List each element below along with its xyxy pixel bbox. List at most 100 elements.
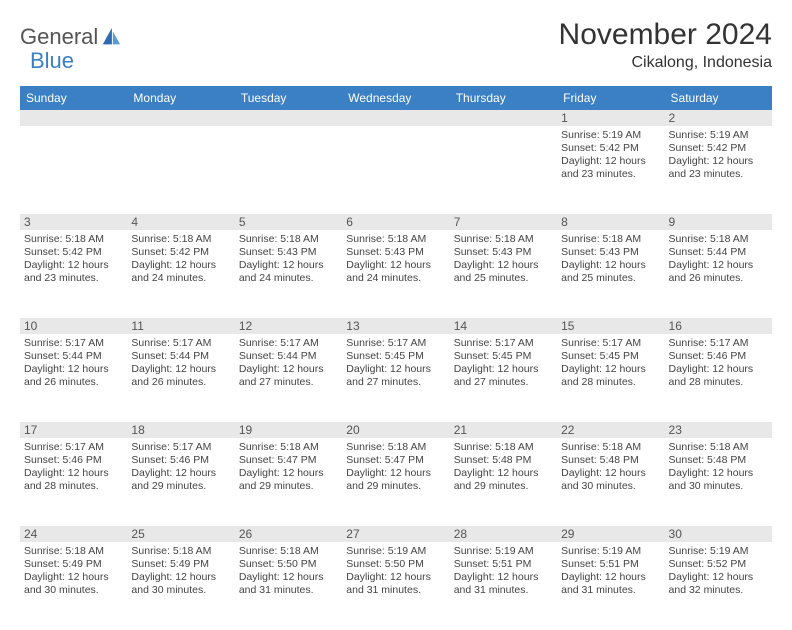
sunset-text: Sunset: 5:44 PM: [669, 246, 768, 259]
calendar-table: SundayMondayTuesdayWednesdayThursdayFrid…: [20, 86, 772, 630]
week-row: Sunrise: 5:17 AMSunset: 5:46 PMDaylight:…: [20, 438, 772, 526]
month-title: November 2024: [559, 18, 772, 52]
sunrise-text: Sunrise: 5:19 AM: [561, 545, 660, 558]
sunset-text: Sunset: 5:46 PM: [669, 350, 768, 363]
daylight-text-1: Daylight: 12 hours: [131, 467, 230, 480]
daylight-text-1: Daylight: 12 hours: [239, 467, 338, 480]
daylight-text-1: Daylight: 12 hours: [131, 571, 230, 584]
sunset-text: Sunset: 5:43 PM: [561, 246, 660, 259]
sunrise-text: Sunrise: 5:17 AM: [669, 337, 768, 350]
sunset-text: Sunset: 5:44 PM: [24, 350, 123, 363]
band-cell: [127, 110, 234, 126]
sunrise-text: Sunrise: 5:17 AM: [24, 441, 123, 454]
day-cell: Sunrise: 5:17 AMSunset: 5:45 PMDaylight:…: [557, 334, 664, 422]
day-header: Thursday: [450, 86, 557, 110]
sunrise-text: Sunrise: 5:18 AM: [346, 233, 445, 246]
band-cell: 22: [557, 422, 664, 438]
day-cell: Sunrise: 5:17 AMSunset: 5:45 PMDaylight:…: [342, 334, 449, 422]
daylight-text-1: Daylight: 12 hours: [454, 571, 553, 584]
sunset-text: Sunset: 5:51 PM: [561, 558, 660, 571]
day-cell: Sunrise: 5:19 AMSunset: 5:51 PMDaylight:…: [450, 542, 557, 630]
sunrise-text: Sunrise: 5:18 AM: [346, 441, 445, 454]
sunrise-text: Sunrise: 5:18 AM: [24, 545, 123, 558]
empty-cell: [235, 126, 342, 214]
band-cell: [235, 110, 342, 126]
day-header: Saturday: [665, 86, 772, 110]
daylight-text-2: and 29 minutes.: [239, 480, 338, 493]
daylight-text-2: and 28 minutes.: [669, 376, 768, 389]
daylight-text-1: Daylight: 12 hours: [346, 259, 445, 272]
daylight-text-1: Daylight: 12 hours: [346, 363, 445, 376]
band-cell: 15: [557, 318, 664, 334]
sunrise-text: Sunrise: 5:18 AM: [669, 441, 768, 454]
sunrise-text: Sunrise: 5:17 AM: [346, 337, 445, 350]
daylight-text-1: Daylight: 12 hours: [561, 571, 660, 584]
sunset-text: Sunset: 5:42 PM: [669, 142, 768, 155]
daylight-text-2: and 26 minutes.: [131, 376, 230, 389]
daylight-text-2: and 30 minutes.: [24, 584, 123, 597]
band-cell: 28: [450, 526, 557, 542]
day-cell: Sunrise: 5:19 AMSunset: 5:42 PMDaylight:…: [557, 126, 664, 214]
band-cell: 21: [450, 422, 557, 438]
day-cell: Sunrise: 5:17 AMSunset: 5:45 PMDaylight:…: [450, 334, 557, 422]
sunset-text: Sunset: 5:46 PM: [131, 454, 230, 467]
sunset-text: Sunset: 5:52 PM: [669, 558, 768, 571]
sunrise-text: Sunrise: 5:19 AM: [454, 545, 553, 558]
daylight-text-1: Daylight: 12 hours: [24, 363, 123, 376]
daylight-text-1: Daylight: 12 hours: [561, 155, 660, 168]
sunrise-text: Sunrise: 5:18 AM: [561, 233, 660, 246]
daylight-text-1: Daylight: 12 hours: [131, 259, 230, 272]
sunset-text: Sunset: 5:47 PM: [239, 454, 338, 467]
sunset-text: Sunset: 5:43 PM: [239, 246, 338, 259]
band-cell: 14: [450, 318, 557, 334]
band-cell: 11: [127, 318, 234, 334]
daylight-text-2: and 31 minutes.: [346, 584, 445, 597]
daylight-text-1: Daylight: 12 hours: [669, 155, 768, 168]
band-cell: 17: [20, 422, 127, 438]
day-cell: Sunrise: 5:17 AMSunset: 5:46 PMDaylight:…: [665, 334, 772, 422]
sunset-text: Sunset: 5:45 PM: [454, 350, 553, 363]
sunset-text: Sunset: 5:45 PM: [346, 350, 445, 363]
sunrise-text: Sunrise: 5:18 AM: [561, 441, 660, 454]
daylight-text-1: Daylight: 12 hours: [669, 363, 768, 376]
sunset-text: Sunset: 5:43 PM: [454, 246, 553, 259]
band-cell: 8: [557, 214, 664, 230]
band-cell: 24: [20, 526, 127, 542]
sunrise-text: Sunrise: 5:18 AM: [239, 441, 338, 454]
sunset-text: Sunset: 5:50 PM: [346, 558, 445, 571]
daylight-text-2: and 30 minutes.: [561, 480, 660, 493]
day-cell: Sunrise: 5:17 AMSunset: 5:46 PMDaylight:…: [127, 438, 234, 526]
day-cell: Sunrise: 5:17 AMSunset: 5:44 PMDaylight:…: [235, 334, 342, 422]
week-row: Sunrise: 5:18 AMSunset: 5:42 PMDaylight:…: [20, 230, 772, 318]
sunset-text: Sunset: 5:45 PM: [561, 350, 660, 363]
sunrise-text: Sunrise: 5:18 AM: [239, 545, 338, 558]
sunset-text: Sunset: 5:44 PM: [239, 350, 338, 363]
sunrise-text: Sunrise: 5:19 AM: [669, 545, 768, 558]
sunset-text: Sunset: 5:50 PM: [239, 558, 338, 571]
title-block: November 2024 Cikalong, Indonesia: [559, 18, 772, 72]
day-cell: Sunrise: 5:18 AMSunset: 5:47 PMDaylight:…: [342, 438, 449, 526]
band-cell: 29: [557, 526, 664, 542]
sunrise-text: Sunrise: 5:19 AM: [669, 129, 768, 142]
week-row: Sunrise: 5:17 AMSunset: 5:44 PMDaylight:…: [20, 334, 772, 422]
week-band: 24252627282930: [20, 526, 772, 542]
sunset-text: Sunset: 5:44 PM: [131, 350, 230, 363]
day-cell: Sunrise: 5:18 AMSunset: 5:44 PMDaylight:…: [665, 230, 772, 318]
day-cell: Sunrise: 5:18 AMSunset: 5:50 PMDaylight:…: [235, 542, 342, 630]
daylight-text-2: and 29 minutes.: [454, 480, 553, 493]
band-cell: [342, 110, 449, 126]
daylight-text-1: Daylight: 12 hours: [454, 259, 553, 272]
week-row: Sunrise: 5:19 AMSunset: 5:42 PMDaylight:…: [20, 126, 772, 214]
daylight-text-2: and 24 minutes.: [346, 272, 445, 285]
band-cell: [450, 110, 557, 126]
band-cell: 27: [342, 526, 449, 542]
empty-cell: [20, 126, 127, 214]
band-cell: 4: [127, 214, 234, 230]
day-header: Friday: [557, 86, 664, 110]
daylight-text-1: Daylight: 12 hours: [669, 259, 768, 272]
sunrise-text: Sunrise: 5:18 AM: [239, 233, 338, 246]
sunset-text: Sunset: 5:42 PM: [561, 142, 660, 155]
daylight-text-2: and 30 minutes.: [669, 480, 768, 493]
day-cell: Sunrise: 5:18 AMSunset: 5:43 PMDaylight:…: [450, 230, 557, 318]
daylight-text-1: Daylight: 12 hours: [454, 467, 553, 480]
